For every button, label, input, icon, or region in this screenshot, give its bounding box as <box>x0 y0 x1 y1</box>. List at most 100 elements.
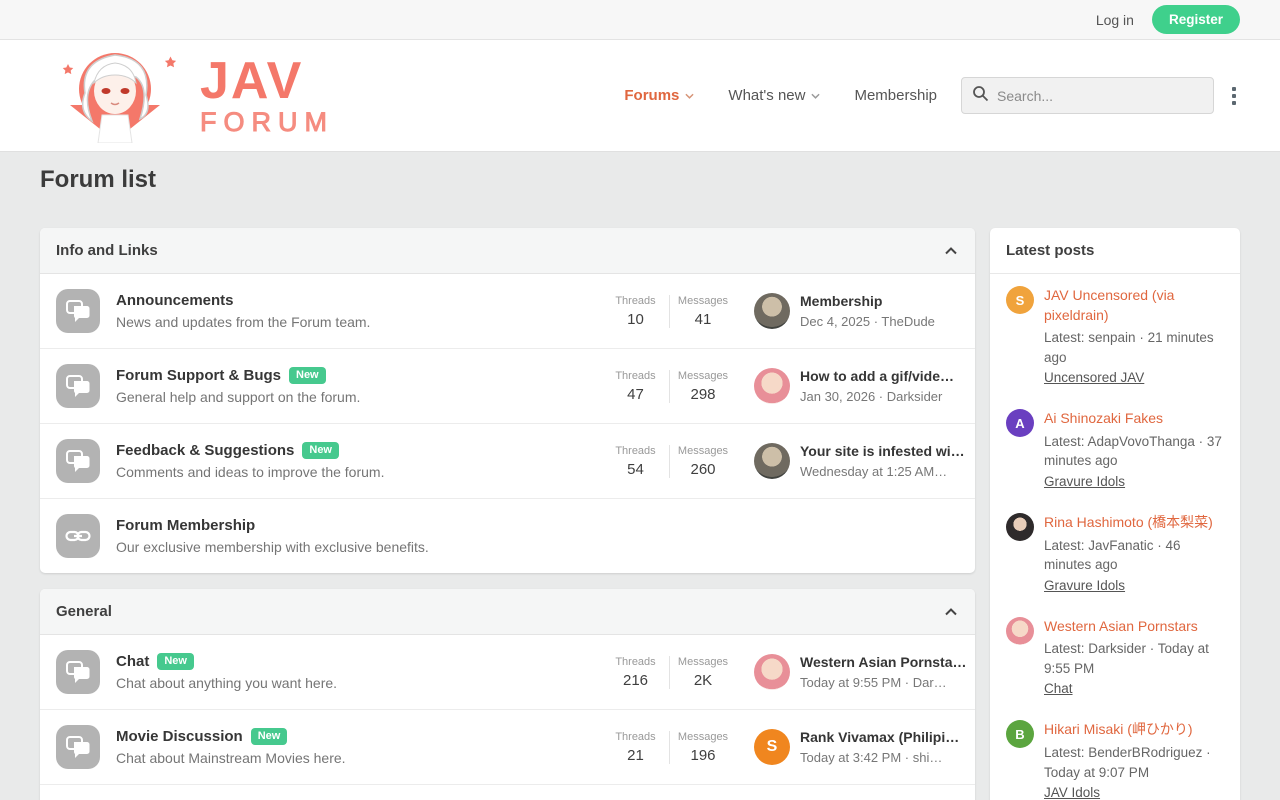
forum-stats: Threads 21 Messages 196 <box>602 730 736 764</box>
latest-post-item: B Hikari Misaki (岬ひかり) Latest: BenderBRo… <box>990 708 1240 800</box>
messages-count: 2K <box>693 671 713 689</box>
post-title-link[interactable]: Hikari Misaki (岬ひかり) <box>1044 721 1193 738</box>
latest-post-item: Rina Hashimoto (橋本梨菜) Latest: JavFanatic… <box>990 501 1240 605</box>
post-meta: Latest: Darksider · Today at 9:55 PM <box>1044 641 1209 676</box>
forum-title-link[interactable]: Forum Support & Bugs <box>116 367 281 384</box>
messages-count: 298 <box>690 385 716 403</box>
collapse-category-button[interactable] <box>943 245 959 257</box>
latest-post-item: S JAV Uncensored (via pixeldrain) Latest… <box>990 274 1240 397</box>
messages-count: 41 <box>694 310 712 328</box>
category-header: Info and Links <box>40 228 975 274</box>
forum-row: Forum Membership Our exclusive membershi… <box>40 499 975 573</box>
avatar[interactable] <box>1006 513 1034 542</box>
messages-label: Messages <box>677 730 729 743</box>
latest-post: How to add a gif/vide… Jan 30, 2026 · Da… <box>754 368 959 404</box>
threads-label: Threads <box>615 730 656 743</box>
link-icon <box>65 530 91 542</box>
new-badge: New <box>302 442 339 459</box>
brand-line2: FORUM <box>200 107 334 137</box>
latest-post: Western Asian Pornsta… Today at 9:55 PM … <box>754 654 967 690</box>
post-title-link[interactable]: JAV Uncensored (via pixeldrain) <box>1044 287 1175 323</box>
new-badge: New <box>250 728 288 745</box>
latest-post-meta: Jan 30, 2026 · Darksider <box>800 389 943 404</box>
main-nav: Forums What's new Membership <box>624 87 937 104</box>
search-input[interactable] <box>997 87 1203 104</box>
latest-post-title[interactable]: Membership <box>800 293 883 309</box>
site-logo[interactable]: JAV FORUM <box>40 43 334 148</box>
nav-item-what-s-new[interactable]: What's new <box>728 87 821 104</box>
forum-icon <box>56 725 100 769</box>
threads-label: Threads <box>615 369 656 382</box>
forum-title-link[interactable]: Announcements <box>116 292 234 309</box>
threads-count: 10 <box>627 310 644 328</box>
avatar[interactable]: B <box>1006 720 1034 749</box>
threads-count: 216 <box>622 671 649 689</box>
category-title[interactable]: General <box>56 603 112 620</box>
forum-title-link[interactable]: Feedback & Suggestions <box>116 442 295 459</box>
chevron-up-icon <box>945 246 957 254</box>
post-forum-link[interactable]: Chat <box>1044 681 1073 697</box>
messages-label: Messages <box>677 444 729 457</box>
forum-description: Our exclusive membership with exclusive … <box>116 539 429 555</box>
messages-label: Messages <box>677 294 729 307</box>
forum-row: Chat New Chat about anything you want he… <box>40 635 975 710</box>
post-forum-link[interactable]: Gravure Idols <box>1044 577 1126 593</box>
forum-row: Feedback & Suggestions New Comments and … <box>40 424 975 499</box>
latest-posts-card: Latest posts S JAV Uncensored (via pixel… <box>990 228 1240 800</box>
threads-count: 47 <box>627 385 644 403</box>
chevron-down-icon <box>685 93 695 99</box>
latest-post-meta: Dec 4, 2025 · TheDude <box>800 314 935 329</box>
search-box[interactable] <box>961 77 1214 114</box>
sidebar: Latest posts S JAV Uncensored (via pixel… <box>990 228 1240 800</box>
avatar[interactable] <box>1006 616 1034 645</box>
nav-item-forums[interactable]: Forums <box>624 87 695 104</box>
post-title-link[interactable]: Ai Shinozaki Fakes <box>1044 410 1164 427</box>
register-button[interactable]: Register <box>1151 5 1240 34</box>
avatar[interactable]: A <box>1006 409 1034 438</box>
post-forum-link[interactable]: JAV Idols <box>1044 785 1101 800</box>
search-icon <box>972 85 989 107</box>
login-link[interactable]: Log in <box>1095 11 1134 28</box>
forum-info: Movie Discussion New Chat about Mainstre… <box>116 728 602 766</box>
forum-stats: Threads 47 Messages 298 <box>602 369 736 403</box>
chevron-up-icon <box>945 607 957 615</box>
post-forum-link[interactable]: Gravure Idols <box>1044 474 1126 490</box>
latest-post-title[interactable]: How to add a gif/vide… <box>800 368 955 384</box>
post-meta: Latest: AdapVovoThanga · 37 minutes ago <box>1044 433 1222 469</box>
avatar[interactable]: S <box>1006 286 1034 314</box>
chat-bubbles-icon <box>66 450 90 472</box>
latest-post-title[interactable]: Western Asian Pornsta… <box>800 654 967 670</box>
latest-post-meta: Today at 3:42 PM · shi… <box>800 750 943 765</box>
forum-icon <box>56 289 100 333</box>
messages-count: 196 <box>690 746 716 764</box>
collapse-category-button[interactable] <box>943 606 959 618</box>
post-title-link[interactable]: Western Asian Pornstars <box>1044 617 1198 634</box>
new-badge: New <box>289 367 326 384</box>
latest-post-title[interactable]: Rank Vivamax (Philipi… <box>800 729 960 745</box>
forum-description: Chat about anything you want here. <box>116 675 338 691</box>
nav-item-membership[interactable]: Membership <box>854 87 937 104</box>
threads-count: 21 <box>627 746 644 764</box>
latest-post-item: Western Asian Pornstars Latest: Darkside… <box>990 605 1240 709</box>
chevron-down-icon <box>811 93 821 99</box>
avatar[interactable] <box>754 368 790 404</box>
post-title-link[interactable]: Rina Hashimoto (橋本梨菜) <box>1044 514 1213 531</box>
avatar[interactable] <box>754 293 790 329</box>
avatar[interactable] <box>754 443 790 479</box>
forum-title-link[interactable]: Forum Membership <box>116 517 256 534</box>
forum-title-link[interactable]: Chat <box>116 653 150 670</box>
post-meta: Latest: senpain · 21 minutes ago <box>1044 330 1214 365</box>
category-title[interactable]: Info and Links <box>56 242 158 259</box>
latest-post: Your site is infested wi… Wednesday at 1… <box>754 443 965 479</box>
forum-description: News and updates from the Forum team. <box>116 314 371 330</box>
forum-description: General help and support on the forum. <box>116 389 361 405</box>
latest-post: S Rank Vivamax (Philipi… Today at 3:42 P… <box>754 729 959 765</box>
more-menu-icon[interactable] <box>1228 83 1240 109</box>
forum-title-link[interactable]: Movie Discussion <box>116 728 243 745</box>
avatar[interactable] <box>754 654 790 690</box>
latest-post-item: A Ai Shinozaki Fakes Latest: AdapVovoTha… <box>990 397 1240 501</box>
avatar[interactable]: S <box>754 729 790 765</box>
latest-post-title[interactable]: Your site is infested wi… <box>800 443 965 459</box>
post-forum-link[interactable]: Uncensored JAV <box>1044 370 1145 386</box>
brand-wordmark: JAV FORUM <box>200 55 334 136</box>
